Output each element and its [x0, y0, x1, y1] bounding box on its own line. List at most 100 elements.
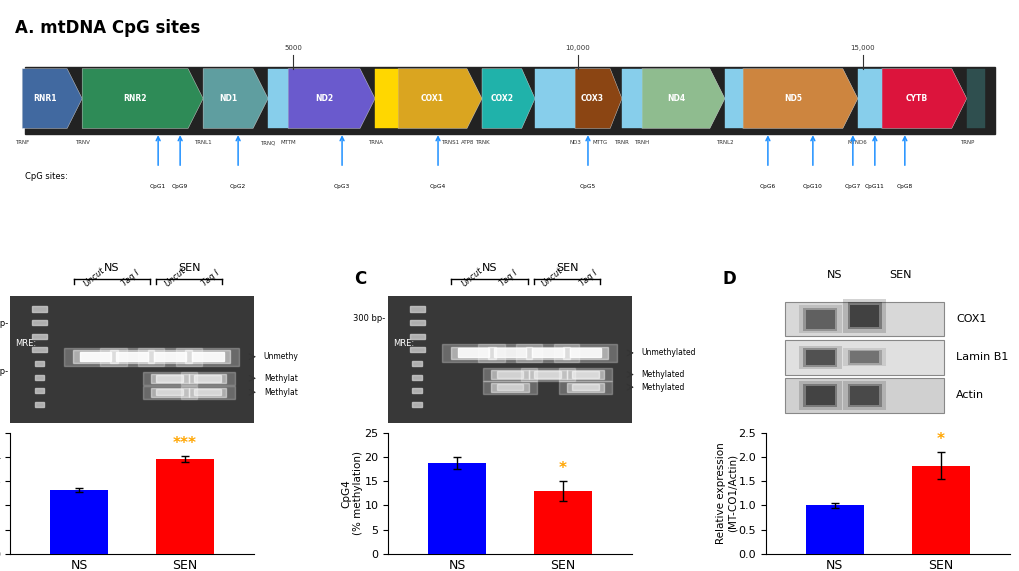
Text: CpG10: CpG10 — [802, 184, 822, 189]
Bar — [843, 348, 886, 367]
Bar — [154, 352, 185, 361]
Bar — [156, 375, 183, 381]
Bar — [847, 384, 881, 407]
Text: C: C — [354, 270, 366, 288]
Text: MRE:: MRE: — [15, 340, 36, 348]
Bar — [412, 361, 422, 366]
Text: Uncut: Uncut — [460, 266, 484, 288]
Bar — [375, 69, 397, 128]
Text: CpG sites:: CpG sites: — [25, 171, 68, 180]
Bar — [496, 384, 523, 391]
Text: TRNQ: TRNQ — [260, 140, 275, 145]
Text: CpG6: CpG6 — [759, 184, 775, 189]
Bar — [110, 351, 154, 363]
Text: Taq I: Taq I — [120, 268, 141, 288]
Text: MTTG: MTTG — [592, 140, 607, 145]
Text: CpG8: CpG8 — [896, 184, 912, 189]
Bar — [35, 388, 44, 393]
Text: ND2: ND2 — [315, 94, 333, 103]
Bar — [805, 349, 834, 365]
Bar — [533, 491, 592, 554]
Text: Methylat: Methylat — [264, 388, 298, 397]
Text: Uncut: Uncut — [83, 266, 107, 288]
Bar — [805, 309, 834, 329]
Polygon shape — [482, 69, 535, 128]
Text: TRNS1: TRNS1 — [440, 140, 459, 145]
Bar — [562, 347, 607, 359]
Bar — [785, 379, 943, 413]
Bar — [798, 305, 841, 333]
Bar — [802, 348, 837, 367]
Bar — [850, 386, 878, 405]
Bar — [798, 346, 841, 369]
Bar — [116, 352, 148, 361]
Bar — [458, 348, 489, 357]
Bar — [487, 347, 532, 359]
Polygon shape — [203, 69, 268, 128]
Text: CpG3: CpG3 — [333, 184, 350, 189]
Bar — [427, 463, 486, 554]
Bar — [73, 351, 117, 363]
Bar — [798, 381, 841, 409]
Text: TRNA: TRNA — [367, 140, 382, 145]
Bar — [35, 375, 44, 380]
Text: 15,000: 15,000 — [850, 45, 874, 51]
Polygon shape — [881, 69, 966, 128]
Bar — [412, 388, 422, 393]
Polygon shape — [742, 69, 857, 128]
Bar — [534, 371, 560, 377]
Bar — [785, 302, 943, 336]
Bar — [194, 389, 221, 396]
Text: ND5: ND5 — [784, 94, 801, 103]
Bar — [156, 459, 214, 554]
Text: MTND6: MTND6 — [847, 140, 867, 145]
Polygon shape — [397, 69, 482, 128]
Text: Lamin B1: Lamin B1 — [955, 352, 1008, 363]
Bar — [529, 370, 566, 379]
Text: Unmethylated: Unmethylated — [641, 348, 696, 357]
Text: MRE:: MRE: — [392, 340, 414, 348]
Bar — [493, 348, 526, 357]
Text: CpG7: CpG7 — [844, 184, 860, 189]
Text: COX2: COX2 — [490, 94, 513, 103]
Bar — [532, 348, 564, 357]
Bar — [189, 388, 226, 397]
Polygon shape — [641, 69, 725, 128]
Text: CYTB: CYTB — [905, 94, 927, 103]
Text: ND4: ND4 — [666, 94, 685, 103]
Bar — [525, 347, 570, 359]
Text: TRNP: TRNP — [959, 140, 973, 145]
Bar — [805, 505, 863, 554]
Text: NS: NS — [481, 263, 496, 273]
Bar — [847, 303, 881, 329]
Polygon shape — [287, 69, 375, 128]
Y-axis label: Relative expression
(MT-CO1/Actin): Relative expression (MT-CO1/Actin) — [715, 443, 737, 544]
Text: Taq I: Taq I — [497, 268, 519, 288]
Text: CpG5: CpG5 — [579, 184, 595, 189]
Text: ATP8: ATP8 — [461, 140, 474, 145]
Bar — [412, 402, 422, 407]
Bar — [410, 347, 424, 352]
Bar — [33, 307, 47, 312]
Text: Uncut: Uncut — [162, 266, 186, 288]
Bar — [33, 320, 47, 325]
Text: CpG11: CpG11 — [864, 184, 883, 189]
Bar — [50, 490, 108, 554]
Text: CpG9: CpG9 — [172, 184, 189, 189]
Bar — [189, 374, 226, 383]
Text: TRNV: TRNV — [74, 140, 90, 145]
Text: MTTM: MTTM — [280, 140, 296, 145]
Bar — [535, 69, 575, 128]
Text: Unmethy: Unmethy — [264, 352, 299, 361]
Y-axis label: CpG4
(% methylation): CpG4 (% methylation) — [341, 451, 363, 536]
Bar — [491, 383, 528, 392]
Text: 300 bp-: 300 bp- — [353, 314, 385, 323]
Text: SEN: SEN — [555, 263, 578, 273]
Bar — [151, 388, 189, 397]
Bar — [802, 384, 837, 407]
Bar — [491, 370, 528, 379]
Text: *: * — [558, 461, 567, 476]
Bar — [33, 347, 47, 352]
Text: D: D — [721, 270, 735, 288]
Bar — [567, 383, 604, 392]
